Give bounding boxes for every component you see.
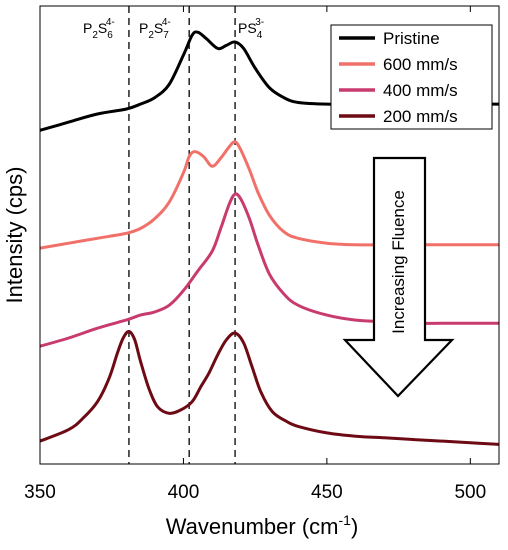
axes-frame xyxy=(39,5,500,465)
peak-label: P2S6 4- xyxy=(83,17,115,41)
peak-label-part: P xyxy=(139,20,148,36)
arrow-shape xyxy=(342,156,455,398)
peak-label-part: 4- xyxy=(106,17,115,28)
series-line-4 xyxy=(39,330,500,446)
x-tick-label: 500 xyxy=(454,482,486,503)
legend-label: 600 mm/s xyxy=(383,55,458,74)
peak-label-part: 2 xyxy=(92,30,98,41)
arrow-label: Increasing Fluence xyxy=(389,190,408,334)
x-tick-label: 350 xyxy=(24,482,56,503)
legend: Pristine 600 mm/s 400 mm/s 200 mm/s xyxy=(330,24,493,130)
x-axis-label-end: ) xyxy=(351,514,358,539)
x-axis-ticks: 350 400 450 500 xyxy=(24,6,486,503)
legend-label: 400 mm/s xyxy=(383,81,458,100)
peak-label-part: 4- xyxy=(162,17,171,28)
legend-items: Pristine 600 mm/s 400 mm/s 200 mm/s xyxy=(339,29,458,126)
peak-label-part: P xyxy=(83,20,92,36)
plot-area xyxy=(39,6,500,464)
peak-label-part: 6 xyxy=(107,30,113,41)
peak-label-part: 4 xyxy=(257,30,263,41)
peak-label: PS4 3- xyxy=(238,17,264,41)
x-axis-label-main: Wavenumber (cm xyxy=(166,514,339,539)
legend-label: 200 mm/s xyxy=(383,107,458,126)
legend-box xyxy=(330,24,493,130)
series-group xyxy=(39,30,500,446)
peak-label-part: 7 xyxy=(163,30,169,41)
reference-lines xyxy=(128,6,236,464)
x-axis-label: Wavenumber (cm-1) xyxy=(166,512,359,539)
fluence-arrow: Increasing Fluence xyxy=(342,156,455,398)
y-axis-label: Intensity (cps) xyxy=(2,167,27,304)
peak-label-part: 3- xyxy=(255,17,264,28)
peak-label: P2S7 4- xyxy=(139,17,171,41)
x-tick-label: 450 xyxy=(311,482,343,503)
x-tick-label: 400 xyxy=(168,482,200,503)
peak-label-part: 2 xyxy=(148,30,154,41)
peak-label-part: S xyxy=(154,20,163,36)
x-axis-label-sup: -1 xyxy=(339,512,352,528)
legend-label: Pristine xyxy=(383,29,440,48)
series-line-2 xyxy=(39,140,499,250)
peak-annotations: P2S64- P2S74- PS43- xyxy=(83,17,264,41)
peak-label-part: PS xyxy=(238,20,257,36)
peak-label-part: S xyxy=(98,20,107,36)
